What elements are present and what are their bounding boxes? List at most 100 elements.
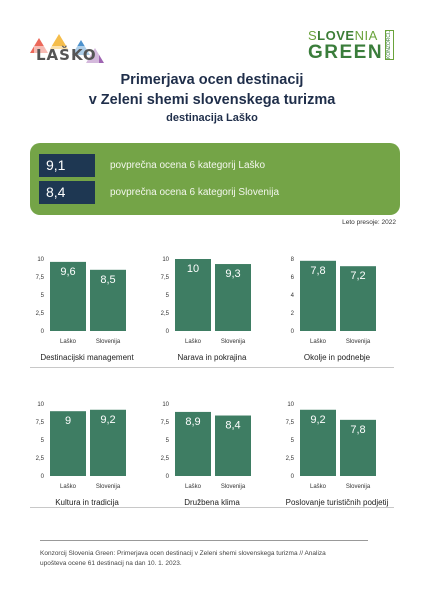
bar-value-label: 9,2 xyxy=(100,414,115,426)
y-tick-label: 6 xyxy=(291,275,295,281)
y-tick-label: 0 xyxy=(166,329,170,335)
y-tick-label: 7,5 xyxy=(161,420,170,426)
summary-row-lasko: 9,1 povprečna ocena 6 kategorij Laško xyxy=(39,154,394,179)
bar-value-label: 7,2 xyxy=(350,270,365,282)
y-tick-label: 2,5 xyxy=(36,456,45,462)
divider-line-2 xyxy=(30,507,394,508)
bar-chart-svg: 0 2,5 5 7,5 10 9,6 Laško 8,5 Slovenija xyxy=(36,257,126,345)
bar-lasko xyxy=(300,409,336,476)
bar-value-label: 9 xyxy=(65,415,71,427)
bar-slovenija xyxy=(215,264,251,331)
y-tick-label: 8 xyxy=(291,257,295,263)
bar-slovenija xyxy=(90,269,126,331)
y-tick-label: 0 xyxy=(291,474,295,480)
divider-line-1 xyxy=(30,367,394,368)
y-tick-label: 5 xyxy=(41,293,45,299)
y-tick-label: 5 xyxy=(166,293,170,299)
bar-lasko xyxy=(175,411,211,476)
bar-lasko xyxy=(300,260,336,331)
chart-title: Destinacijski management xyxy=(40,353,134,362)
chart-title: Narava in pokrajina xyxy=(177,353,247,362)
y-tick-label: 2,5 xyxy=(161,311,170,317)
summary-row-slovenija: 8,4 povprečna ocena 6 kategorij Slovenij… xyxy=(39,181,394,206)
y-tick-label: 2,5 xyxy=(286,456,295,462)
chart-narava-in-pokrajina: 0 2,5 5 7,5 10 10 Laško 9,3 Slovenija Narava in p… xyxy=(157,255,267,365)
y-tick-label: 2 xyxy=(291,311,295,317)
summary-value-lasko: 9,1 xyxy=(39,154,95,177)
x-category-label: Slovenija xyxy=(221,484,246,490)
bar-lasko xyxy=(175,259,211,331)
bar-value-label: 9,6 xyxy=(60,266,75,278)
x-category-label: Laško xyxy=(310,339,327,345)
y-tick-label: 2,5 xyxy=(36,311,45,317)
bar-lasko xyxy=(50,411,86,476)
y-tick-label: 7,5 xyxy=(36,275,45,281)
summary-label-lasko: povprečna ocena 6 kategorij Laško xyxy=(110,160,266,171)
logo-triangle-yellow-icon xyxy=(50,34,68,49)
footer-note: Konzorcij Slovenia Green: Primerjava oce… xyxy=(40,549,380,569)
y-tick-label: 10 xyxy=(37,257,44,263)
y-tick-label: 0 xyxy=(41,474,45,480)
x-category-label: Laško xyxy=(185,339,202,345)
footer-line2: upošteva ocene 61 destinacij na dan 10. … xyxy=(40,560,182,567)
page-subtitle: destinacija Laško xyxy=(166,112,258,124)
bar-value-label: 10 xyxy=(187,263,199,275)
chart-title: Poslovanje turističnih podjetij xyxy=(285,498,389,507)
page-title-line1: Primerjava ocen destinacij xyxy=(120,72,304,88)
lasko-logo-text: LAŠKO xyxy=(34,46,99,64)
bar-value-label: 7,8 xyxy=(350,424,365,436)
bar-chart-svg: 0 2,5 5 7,5 10 8,9 Laško 8,4 Slovenija xyxy=(161,402,251,490)
slovenia-green-logo: SLOVENIA GREEN KONZORCIJ xyxy=(308,28,394,64)
bar-chart-svg: 0 2 4 6 8 7,8 Laško 7,2 Slovenija xyxy=(291,257,376,345)
x-category-label: Slovenija xyxy=(346,484,371,490)
page-title-line2: v Zeleni shemi slovenskega turizma xyxy=(88,92,336,108)
bar-chart-svg: 0 2,5 5 7,5 10 9,2 Laško 7,8 Slovenija xyxy=(286,402,376,490)
bar-slovenija xyxy=(340,266,376,331)
bar-value-label: 8,9 xyxy=(185,416,200,428)
bar-chart-svg: 0 2,5 5 7,5 10 10 Laško 9,3 Slovenija xyxy=(161,257,251,345)
footer-line1: Konzorcij Slovenia Green: Primerjava oce… xyxy=(40,550,326,557)
y-tick-label: 10 xyxy=(162,402,169,408)
x-category-label: Slovenija xyxy=(96,339,121,345)
bar-slovenija xyxy=(90,409,126,476)
y-tick-label: 5 xyxy=(41,438,45,444)
y-tick-label: 0 xyxy=(41,329,45,335)
slovenia-green-logo-line2: GREEN xyxy=(308,42,384,63)
bar-value-label: 8,5 xyxy=(100,274,115,286)
y-tick-label: 4 xyxy=(291,293,295,299)
slovenia-green-logo-tag: KONZORCIJ xyxy=(385,30,394,60)
y-tick-label: 10 xyxy=(287,402,294,408)
chart-okolje-in-podnebje: 0 2 4 6 8 7,8 Laško 7,2 Slovenija Okolje in podne… xyxy=(282,255,392,365)
y-tick-label: 7,5 xyxy=(286,420,295,426)
bar-lasko xyxy=(50,261,86,331)
summary-label-slovenija: povprečna ocena 6 kategorij Slovenija xyxy=(110,187,279,198)
chart-destinacijski-management: 0 2,5 5 7,5 10 9,6 Laško 8,5 Slovenija Destinacij… xyxy=(32,255,142,365)
bar-value-label: 9,2 xyxy=(310,414,325,426)
divider-line-3 xyxy=(40,540,368,541)
bar-value-label: 8,4 xyxy=(225,420,240,432)
chart-kultura-in-tradicija: 0 2,5 5 7,5 10 9 Laško 9,2 Slovenija Kultura in t… xyxy=(32,400,142,510)
chart-title: Kultura in tradicija xyxy=(55,498,119,507)
assessment-year-note: Leto presoje: 2022 xyxy=(342,219,396,226)
chart-druzbena-klima: 0 2,5 5 7,5 10 8,9 Laško 8,4 Slovenija Družbena k… xyxy=(157,400,267,510)
x-category-label: Laško xyxy=(60,484,77,490)
y-tick-label: 7,5 xyxy=(36,420,45,426)
x-category-label: Slovenija xyxy=(96,484,121,490)
summary-value-slovenija: 8,4 xyxy=(39,181,95,204)
chart-title: Okolje in podnebje xyxy=(303,353,371,362)
bar-slovenija xyxy=(215,415,251,476)
y-tick-label: 10 xyxy=(162,257,169,263)
y-tick-label: 2,5 xyxy=(161,456,170,462)
x-category-label: Laško xyxy=(310,484,327,490)
x-category-label: Laško xyxy=(60,339,77,345)
bar-chart-svg: 0 2,5 5 7,5 10 9 Laško 9,2 Slovenija xyxy=(36,402,126,490)
bar-value-label: 9,3 xyxy=(225,268,240,280)
bar-slovenija xyxy=(340,419,376,476)
y-tick-label: 0 xyxy=(166,474,170,480)
lasko-logo: LAŠKO xyxy=(30,34,104,64)
y-tick-label: 0 xyxy=(291,329,295,335)
x-category-label: Slovenija xyxy=(346,339,371,345)
y-tick-label: 5 xyxy=(291,438,295,444)
y-tick-label: 10 xyxy=(37,402,44,408)
y-tick-label: 5 xyxy=(166,438,170,444)
